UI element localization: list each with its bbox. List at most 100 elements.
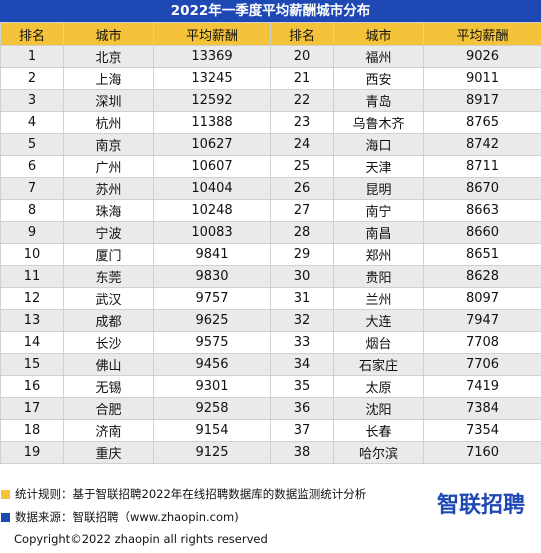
zhaopin-logo-icon: 智联招聘 xyxy=(437,492,525,518)
cell-city: 厦门 xyxy=(63,243,154,266)
cell-salary: 12592 xyxy=(153,89,271,112)
cell-salary: 9011 xyxy=(423,67,541,90)
cell-city: 深圳 xyxy=(63,89,154,112)
cell-city: 北京 xyxy=(63,45,154,68)
cell-salary: 10607 xyxy=(153,155,271,178)
cell-rank: 31 xyxy=(270,287,334,310)
cell-salary: 9301 xyxy=(153,375,271,398)
table-row: 9 宁波 10083 28 南昌 8660 xyxy=(0,221,541,244)
table-row: 16 无锡 9301 35 太原 7419 xyxy=(0,375,541,398)
cell-rank: 32 xyxy=(270,309,334,332)
cell-salary: 13369 xyxy=(153,45,271,68)
cell-rank: 10 xyxy=(0,243,64,266)
header-salary: 平均薪酬 xyxy=(153,22,271,46)
cell-salary: 8670 xyxy=(423,177,541,200)
cell-salary: 8628 xyxy=(423,265,541,288)
cell-salary: 8711 xyxy=(423,155,541,178)
zhaopin-logo: 智联招聘 xyxy=(429,490,533,518)
cell-city: 苏州 xyxy=(63,177,154,200)
cell-rank: 38 xyxy=(270,441,334,464)
table-row: 10 厦门 9841 29 郑州 8651 xyxy=(0,243,541,266)
cell-rank: 19 xyxy=(0,441,64,464)
table-row: 14 长沙 9575 33 烟台 7708 xyxy=(0,331,541,354)
cell-city: 合肥 xyxy=(63,397,154,420)
cell-rank: 18 xyxy=(0,419,64,442)
cell-rank: 22 xyxy=(270,89,334,112)
cell-salary: 9830 xyxy=(153,265,271,288)
cell-salary: 7419 xyxy=(423,375,541,398)
cell-rank: 16 xyxy=(0,375,64,398)
cell-city: 乌鲁木齐 xyxy=(333,111,424,134)
cell-city: 贵阳 xyxy=(333,265,424,288)
cell-rank: 27 xyxy=(270,199,334,222)
cell-rank: 17 xyxy=(0,397,64,420)
cell-city: 昆明 xyxy=(333,177,424,200)
cell-salary: 8917 xyxy=(423,89,541,112)
data-source-text: 数据来源：智联招聘（www.zhaopin.com) xyxy=(15,510,239,524)
cell-rank: 28 xyxy=(270,221,334,244)
cell-rank: 3 xyxy=(0,89,64,112)
cell-city: 珠海 xyxy=(63,199,154,222)
cell-salary: 8742 xyxy=(423,133,541,156)
cell-salary: 10404 xyxy=(153,177,271,200)
cell-rank: 5 xyxy=(0,133,64,156)
cell-salary: 13245 xyxy=(153,67,271,90)
cell-rank: 35 xyxy=(270,375,334,398)
header-city: 城市 xyxy=(63,22,154,46)
cell-city: 青岛 xyxy=(333,89,424,112)
header-rank: 排名 xyxy=(270,22,334,46)
cell-rank: 4 xyxy=(0,111,64,134)
cell-city: 杭州 xyxy=(63,111,154,134)
cell-rank: 2 xyxy=(0,67,64,90)
cell-city: 佛山 xyxy=(63,353,154,376)
cell-city: 天津 xyxy=(333,155,424,178)
cell-salary: 7160 xyxy=(423,441,541,464)
table-row: 7 苏州 10404 26 昆明 8670 xyxy=(0,177,541,200)
cell-salary: 10627 xyxy=(153,133,271,156)
cell-rank: 36 xyxy=(270,397,334,420)
cell-salary: 9258 xyxy=(153,397,271,420)
table-row: 15 佛山 9456 34 石家庄 7706 xyxy=(0,353,541,376)
header-salary: 平均薪酬 xyxy=(423,22,541,46)
cell-rank: 29 xyxy=(270,243,334,266)
table-row: 12 武汉 9757 31 兰州 8097 xyxy=(0,287,541,310)
cell-city: 上海 xyxy=(63,67,154,90)
cell-salary: 7706 xyxy=(423,353,541,376)
table-row: 13 成都 9625 32 大连 7947 xyxy=(0,309,541,332)
cell-rank: 15 xyxy=(0,353,64,376)
cell-salary: 10248 xyxy=(153,199,271,222)
cell-city: 济南 xyxy=(63,419,154,442)
cell-rank: 26 xyxy=(270,177,334,200)
table-row: 8 珠海 10248 27 南宁 8663 xyxy=(0,199,541,222)
cell-city: 大连 xyxy=(333,309,424,332)
stat-rule-text: 统计规则：基于智联招聘2022年在线招聘数据库的数据监测统计分析 xyxy=(15,487,367,501)
cell-rank: 8 xyxy=(0,199,64,222)
cell-salary: 11388 xyxy=(153,111,271,134)
cell-city: 东莞 xyxy=(63,265,154,288)
cell-salary: 9575 xyxy=(153,331,271,354)
cell-salary: 7708 xyxy=(423,331,541,354)
salary-ranking-table: 排名 城市 平均薪酬 排名 城市 平均薪酬 1 北京 13369 20 福州 9026 2 上… xyxy=(0,22,541,464)
cell-city: 长春 xyxy=(333,419,424,442)
table-title: 2022年一季度平均薪酬城市分布 xyxy=(0,0,541,22)
cell-city: 南京 xyxy=(63,133,154,156)
cell-salary: 7384 xyxy=(423,397,541,420)
cell-city: 无锡 xyxy=(63,375,154,398)
cell-rank: 20 xyxy=(270,45,334,68)
cell-salary: 10083 xyxy=(153,221,271,244)
header-rank: 排名 xyxy=(0,22,64,46)
cell-city: 南昌 xyxy=(333,221,424,244)
cell-city: 沈阳 xyxy=(333,397,424,420)
table-row: 18 济南 9154 37 长春 7354 xyxy=(0,419,541,442)
cell-city: 石家庄 xyxy=(333,353,424,376)
cell-city: 宁波 xyxy=(63,221,154,244)
cell-salary: 8663 xyxy=(423,199,541,222)
blue-square-icon xyxy=(1,513,10,522)
cell-rank: 24 xyxy=(270,133,334,156)
cell-city: 海口 xyxy=(333,133,424,156)
cell-rank: 14 xyxy=(0,331,64,354)
cell-rank: 6 xyxy=(0,155,64,178)
cell-salary: 9757 xyxy=(153,287,271,310)
cell-rank: 30 xyxy=(270,265,334,288)
cell-city: 哈尔滨 xyxy=(333,441,424,464)
